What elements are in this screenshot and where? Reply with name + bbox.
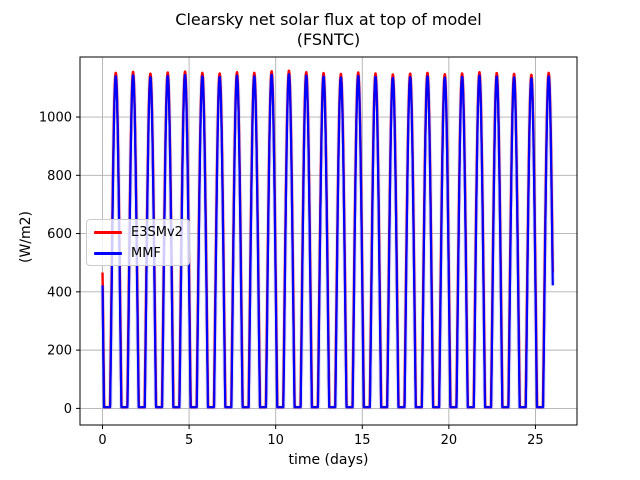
y-tick-label: 200 [47,344,72,359]
y-axis-label: (W/m2) [18,210,34,264]
legend-label-mmf: MMF [131,245,161,261]
x-tick-label: 20 [441,433,458,448]
legend-label-e3smv2: E3SMv2 [131,224,183,240]
x-tick-label: 15 [354,433,371,448]
legend-entry-mmf: MMF [94,246,189,261]
y-tick-label: 400 [47,285,72,300]
x-axis-label: time (days) [288,452,369,468]
e3smv2-line-swatch [94,230,122,234]
x-tick-label: 25 [527,433,544,448]
y-tick-label: 800 [47,169,72,184]
x-tick-label: 10 [267,433,284,448]
mmf-line [101,73,554,409]
y-tick-label: 600 [47,227,72,242]
legend: E3SMv2 MMF [86,219,190,266]
axes-frame [79,56,578,426]
y-tick-label: 0 [64,402,72,417]
mmf-line-swatch [94,251,122,255]
legend-entry-e3smv2: E3SMv2 [94,225,189,240]
y-tick-label: 1000 [39,111,72,126]
chart-title: Clearsky net solar flux at top of model [175,10,482,29]
chart-subtitle: (FSNTC) [296,30,361,49]
x-tick-label: 5 [185,433,193,448]
x-tick-label: 0 [98,433,106,448]
